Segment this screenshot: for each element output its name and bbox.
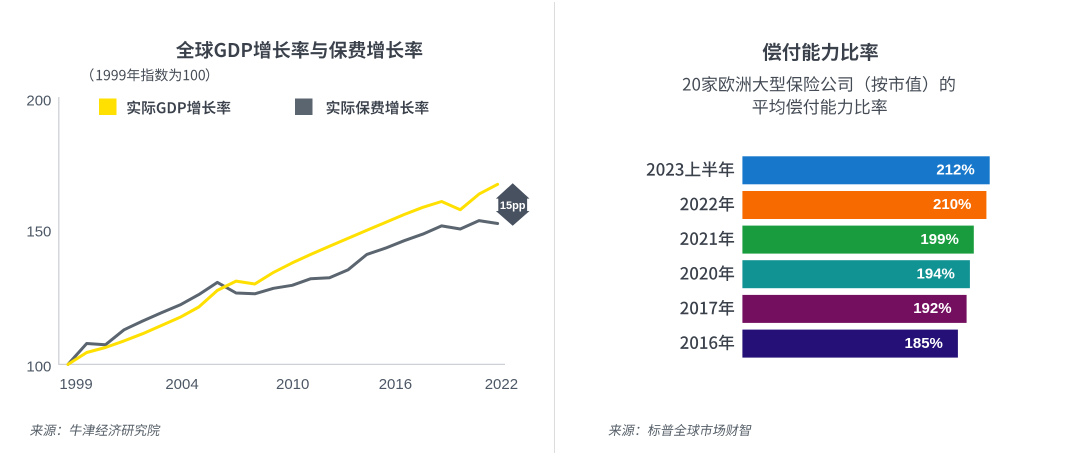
svg-text:150: 150 — [26, 224, 51, 241]
svg-text:185%: 185% — [905, 335, 943, 352]
svg-text:15pp: 15pp — [500, 200, 526, 212]
svg-text:212%: 212% — [936, 162, 974, 179]
svg-text:1999: 1999 — [59, 376, 92, 393]
svg-text:192%: 192% — [913, 300, 951, 317]
svg-text:2004: 2004 — [165, 376, 198, 393]
svg-text:2022: 2022 — [485, 376, 518, 393]
svg-text:2016: 2016 — [379, 376, 412, 393]
svg-text:200: 200 — [26, 92, 51, 109]
svg-text:2010: 2010 — [276, 376, 309, 393]
svg-text:210%: 210% — [933, 196, 971, 213]
svg-text:100: 100 — [26, 359, 51, 376]
svg-text:199%: 199% — [920, 231, 958, 248]
svg-text:194%: 194% — [917, 265, 955, 282]
